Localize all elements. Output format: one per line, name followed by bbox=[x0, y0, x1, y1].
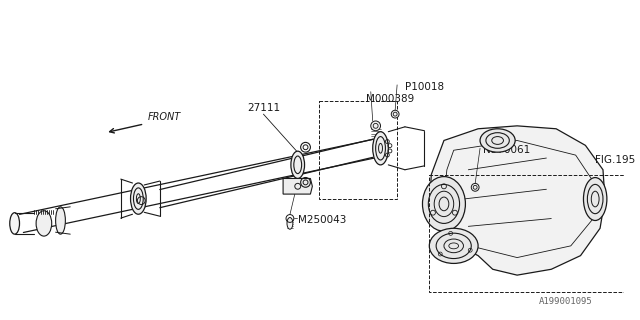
Ellipse shape bbox=[480, 129, 515, 152]
Ellipse shape bbox=[391, 110, 399, 118]
Ellipse shape bbox=[10, 213, 19, 234]
Text: P10018: P10018 bbox=[405, 82, 444, 92]
Polygon shape bbox=[283, 179, 312, 194]
Ellipse shape bbox=[422, 177, 465, 231]
Text: FIG.195: FIG.195 bbox=[595, 155, 636, 165]
Text: N370061: N370061 bbox=[483, 145, 530, 155]
Ellipse shape bbox=[56, 207, 65, 234]
Ellipse shape bbox=[429, 228, 478, 263]
Text: 27111: 27111 bbox=[247, 103, 280, 113]
Ellipse shape bbox=[287, 218, 293, 229]
Ellipse shape bbox=[371, 121, 381, 131]
Ellipse shape bbox=[372, 132, 388, 165]
Ellipse shape bbox=[584, 178, 607, 220]
Polygon shape bbox=[429, 126, 605, 275]
Bar bbox=[319, 101, 397, 199]
Text: FRONT: FRONT bbox=[147, 112, 180, 122]
Ellipse shape bbox=[471, 183, 479, 191]
Ellipse shape bbox=[131, 183, 146, 214]
Ellipse shape bbox=[291, 151, 305, 179]
Text: M250043: M250043 bbox=[298, 215, 346, 225]
Bar bbox=[429, 175, 625, 292]
Text: M000389: M000389 bbox=[366, 93, 414, 104]
Text: A199001095: A199001095 bbox=[539, 297, 593, 306]
Ellipse shape bbox=[36, 211, 52, 236]
